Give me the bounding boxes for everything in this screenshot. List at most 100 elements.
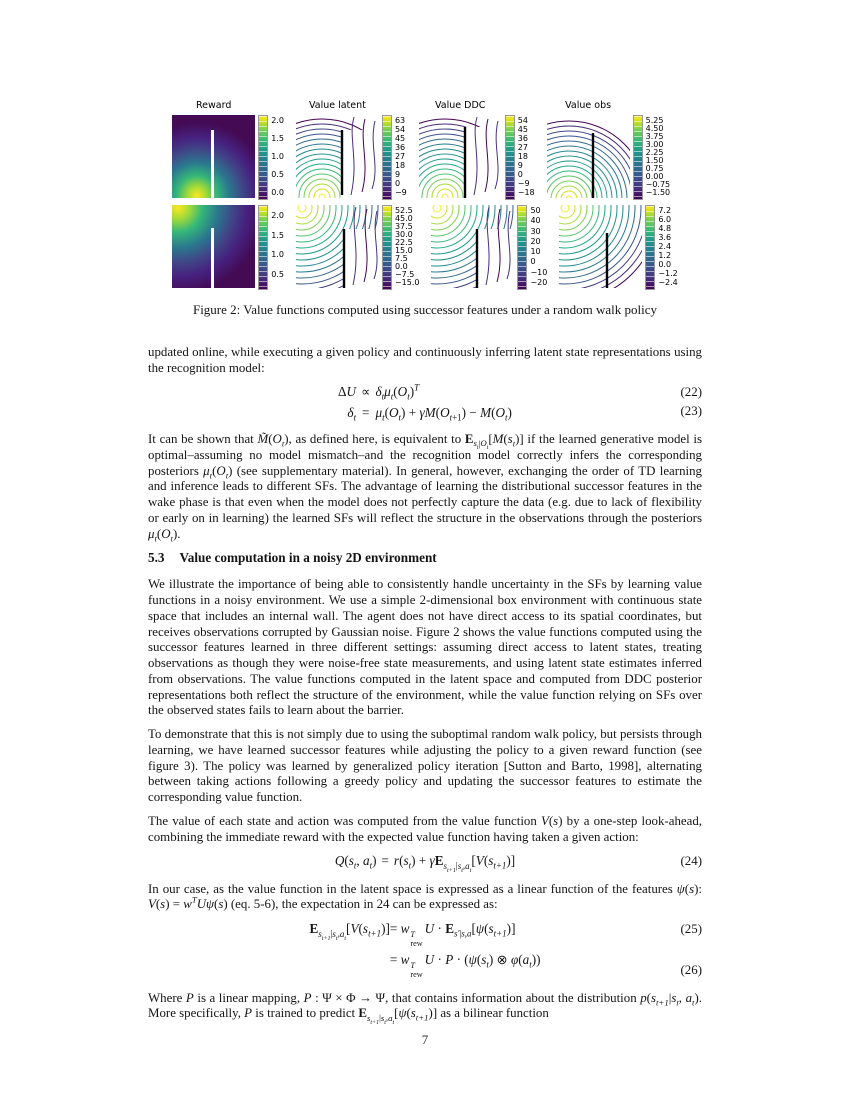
panel-title: Value obs	[565, 100, 612, 111]
cbar-tick-label: 54	[394, 125, 406, 134]
cbar-tick-label: −10	[530, 267, 548, 277]
cbar-tick-label: 30	[530, 226, 541, 236]
cbar-tick-label: 2.0	[271, 116, 284, 125]
wall-barrier	[211, 228, 215, 288]
cbar-tick-label: −7.5	[394, 270, 415, 279]
value-latent-contour	[295, 205, 379, 288]
cbar-tick-label: 50	[530, 206, 541, 215]
cbar-tick-label: 4.8	[658, 224, 672, 233]
value-obs-contour	[546, 115, 630, 198]
cbar-tick-label: 20	[530, 236, 541, 246]
equation-number: (25)	[680, 922, 702, 937]
value-ddc-contour	[431, 205, 515, 288]
panel-value-obs-2: 7.2 6.0 4.8 3.6 2.4 1.2 0.0 −1.2 −2.4	[559, 205, 678, 290]
cbar-tick-label: 0.0	[271, 188, 284, 197]
cbar-tick-label: −20	[530, 277, 548, 287]
value-latent-contour	[295, 115, 379, 198]
paragraph: In our case, as the value function in th…	[148, 881, 702, 912]
cbar-tick-label: 1.0	[271, 250, 284, 260]
panel-value-ddc-2: 50 40 30 20 10 0 −10 −20	[431, 205, 547, 290]
cbar-tick-label: 7.2	[658, 206, 672, 215]
colorbar-ticks: 63 54 45 36 27 18 9 0 −9	[395, 115, 407, 198]
cbar-tick-label: 9	[517, 161, 523, 170]
equation-number: (23)	[680, 403, 702, 418]
wall-barrier	[211, 129, 215, 198]
equation-rel: =	[381, 853, 389, 869]
equation-lhs: Est+1|st,at[V(st+1)]	[309, 921, 390, 942]
cbar-tick-label: 3.75	[645, 132, 664, 141]
cbar-tick-label: 0.00	[645, 172, 664, 181]
cbar-tick-label: 27	[517, 143, 528, 152]
cbar-tick-label: 52.5	[394, 206, 413, 215]
panel-value-ddc-1: Value DDC 54 45 36 27 18 9 0 −9 −18	[418, 100, 535, 200]
equation-rel: =	[362, 404, 370, 420]
equation-lhs: Q(st, at)	[334, 853, 377, 871]
cbar-tick-label: 27	[394, 152, 406, 161]
panel-value-obs-1: Value obs 5.25 4.50 3.75 3.00 2.25 1.50 0.75 0.…	[546, 100, 671, 200]
cbar-tick-label: 63	[394, 116, 406, 125]
panel-title: Value DDC	[435, 100, 486, 111]
equation-rhs: r(st) + γEst+1|st,at[V(st+1)]	[393, 853, 516, 874]
colorbar-ticks: 2.0 1.5 1.0 0.5	[271, 205, 284, 288]
colorbar	[504, 115, 515, 200]
cbar-tick-label: 0.75	[645, 164, 664, 173]
equation-number: (26)	[680, 962, 702, 977]
equation-lhs	[309, 952, 389, 979]
cbar-tick-label: −15.0	[394, 278, 420, 287]
cbar-tick-label: −9	[394, 188, 407, 197]
colorbar	[632, 115, 643, 200]
cbar-tick-label: 2.0	[271, 211, 284, 220]
cbar-tick-label: 40	[530, 216, 541, 226]
body-text: updated online, while executing a given …	[148, 345, 702, 1031]
cbar-tick-label: 0	[530, 257, 536, 267]
paragraph: Where P is a linear mapping, P : Ψ × Φ →…	[148, 990, 702, 1026]
cbar-tick-label: 36	[394, 143, 406, 152]
cbar-tick-label: 37.5	[394, 222, 413, 231]
panel-value-latent-1: Value latent 63 54 45 36 27 18 9 0 −9	[295, 100, 407, 200]
panel-title: Reward	[196, 100, 232, 111]
cbar-tick-label: 0.0	[658, 260, 672, 269]
cbar-tick-label: 3.00	[645, 140, 664, 149]
colorbar	[645, 205, 656, 290]
cbar-tick-label: 3.6	[658, 233, 672, 242]
cbar-tick-label: −0.75	[645, 180, 671, 189]
cbar-tick-label: 7.5	[394, 254, 408, 263]
cbar-tick-label: 0	[517, 170, 523, 179]
reward-heatmap	[172, 205, 256, 288]
paragraph: updated online, while executing a given …	[148, 345, 702, 375]
panel-reward-1: Reward 2.0 1.5 1.0 0.5 0.0	[172, 100, 284, 200]
section-number: 5.3	[148, 550, 165, 566]
cbar-tick-label: 1.50	[645, 156, 664, 165]
colorbar-ticks: 2.0 1.5 1.0 0.5 0.0	[271, 115, 284, 198]
cbar-tick-label: 1.2	[658, 251, 672, 260]
cbar-tick-label: 15.0	[394, 246, 413, 255]
cbar-tick-label: 0	[394, 179, 401, 188]
paragraph: It can be shown that M̃(Ot), as defined …	[148, 431, 703, 544]
paragraph: To demonstrate that this is not simply d…	[148, 727, 702, 805]
cbar-tick-label: 45	[394, 134, 406, 143]
cbar-tick-label: 54	[517, 116, 528, 125]
equation-number: (24)	[680, 854, 702, 869]
paragraph: The value of each state and action was c…	[148, 813, 703, 844]
cbar-tick-label: 30.0	[394, 230, 413, 239]
cbar-tick-label: 0.5	[271, 170, 284, 179]
cbar-tick-label: −18	[517, 188, 535, 197]
section-heading: 5.3 Value computation in a noisy 2D envir…	[148, 550, 702, 566]
colorbar-ticks: 7.2 6.0 4.8 3.6 2.4 1.2 0.0 −1.2 −2.4	[658, 205, 677, 288]
cbar-tick-label: 1.5	[271, 134, 284, 143]
cbar-tick-label: 1.0	[271, 152, 284, 161]
reward-heatmap	[172, 115, 256, 198]
panel-reward-2: 2.0 1.5 1.0 0.5	[172, 205, 284, 290]
figure-caption: Figure 2: Value functions computed using…	[192, 302, 658, 317]
cbar-tick-label: 45.0	[394, 214, 413, 223]
figure-row-2: 2.0 1.5 1.0 0.5 52.5 45.0 37.5 30.0 22.5 15.0 7.5…	[172, 205, 678, 290]
equation-number: (22)	[680, 385, 702, 400]
cbar-tick-label: 45	[517, 125, 528, 134]
cbar-tick-label: 4.50	[645, 124, 664, 133]
cbar-tick-label: −1.2	[658, 269, 678, 278]
equation-rhs: δtμt(Ot)T	[375, 383, 420, 403]
